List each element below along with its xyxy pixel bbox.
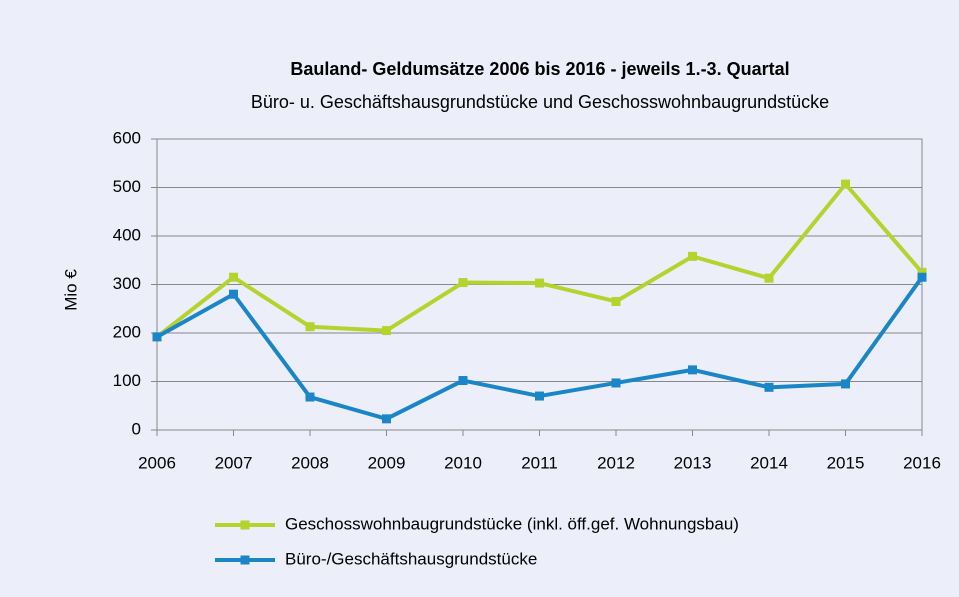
y-tick-label: 500 <box>113 177 141 196</box>
x-tick-label: 2010 <box>444 453 482 472</box>
y-tick-label: 0 <box>132 419 141 438</box>
data-point <box>917 272 927 282</box>
data-point <box>229 272 238 282</box>
y-tick-label: 200 <box>113 322 141 341</box>
legend-label: Büro-/Geschäftshausgrundstücke <box>285 549 537 568</box>
data-point <box>458 278 468 288</box>
x-tick-label: 2009 <box>368 453 406 472</box>
x-tick-label: 2011 <box>521 453 558 472</box>
data-point <box>382 326 391 336</box>
legend-marker <box>240 520 250 530</box>
legend-label: Geschosswohnbaugrundstücke (inkl. öff.ge… <box>285 514 739 533</box>
chart-subtitle: Büro- u. Geschäftshausgrundstücke und Ge… <box>251 92 829 112</box>
data-point <box>458 376 468 386</box>
data-point <box>764 382 774 392</box>
data-point <box>611 378 621 388</box>
chart-title: Bauland- Geldumsätze 2006 bis 2016 - jew… <box>290 59 789 79</box>
y-tick-label: 100 <box>113 371 141 390</box>
legend-marker <box>240 555 250 565</box>
y-tick-label: 600 <box>113 128 141 147</box>
x-tick-label: 2016 <box>903 453 941 472</box>
x-tick-label: 2013 <box>674 453 712 472</box>
data-point <box>688 365 697 375</box>
y-tick-label: 400 <box>113 225 141 244</box>
data-point <box>152 332 162 342</box>
y-axis-label: Mio € <box>61 269 80 311</box>
x-tick-label: 2008 <box>291 453 329 472</box>
data-point <box>229 289 238 299</box>
x-tick-label: 2007 <box>215 453 253 472</box>
data-point <box>382 414 391 424</box>
data-point <box>535 278 544 288</box>
x-tick-label: 2015 <box>827 453 865 472</box>
data-point <box>611 296 621 306</box>
data-point <box>535 391 544 401</box>
y-tick-label: 300 <box>113 274 141 293</box>
data-point <box>841 379 850 389</box>
x-tick-label: 2014 <box>750 453 788 472</box>
data-point <box>305 322 315 332</box>
x-tick-label: 2012 <box>597 453 635 472</box>
data-point <box>764 273 774 283</box>
data-point <box>688 251 697 261</box>
data-point <box>841 179 850 189</box>
data-point <box>305 392 315 402</box>
data-point <box>917 267 927 277</box>
x-tick-label: 2006 <box>138 453 176 472</box>
